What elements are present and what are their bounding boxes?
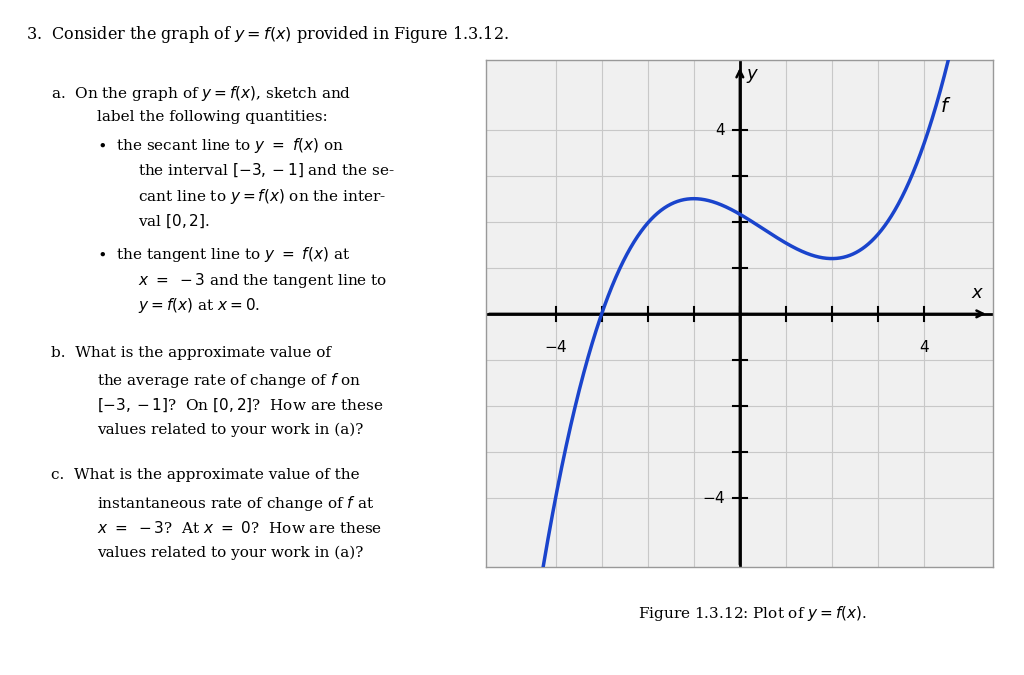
Text: $-4$: $-4$ [702,490,726,506]
Text: $-4$: $-4$ [544,340,567,355]
Text: values related to your work in (a)?: values related to your work in (a)? [97,545,364,560]
Text: val $[0, 2]$.: val $[0, 2]$. [138,213,210,230]
Text: a.  On the graph of $y = f(x)$, sketch and: a. On the graph of $y = f(x)$, sketch an… [51,84,351,103]
Text: $x \ = \ -3$ and the tangent line to: $x \ = \ -3$ and the tangent line to [138,271,387,290]
Text: $4$: $4$ [715,122,726,138]
Text: Figure 1.3.12: Plot of $y = f(x)$.: Figure 1.3.12: Plot of $y = f(x)$. [638,604,867,623]
Text: $x$: $x$ [971,284,984,302]
Text: label the following quantities:: label the following quantities: [97,110,328,124]
Text: b.  What is the approximate value of: b. What is the approximate value of [51,346,331,360]
Text: the interval $[-3, -1]$ and the se-: the interval $[-3, -1]$ and the se- [138,161,395,179]
Text: $4$: $4$ [919,340,930,355]
Text: $y$: $y$ [746,68,760,85]
Text: $\bullet$  the secant line to $y \ = \ f(x)$ on: $\bullet$ the secant line to $y \ = \ f(… [97,136,345,155]
Text: $y = f(x)$ at $x = 0$.: $y = f(x)$ at $x = 0$. [138,296,260,315]
Text: the average rate of change of $f$ on: the average rate of change of $f$ on [97,371,361,390]
Text: $x \ = \ -3$?  At $x \ = \ 0$?  How are these: $x \ = \ -3$? At $x \ = \ 0$? How are th… [97,520,383,536]
Text: $\bullet$  the tangent line to $y \ = \ f(x)$ at: $\bullet$ the tangent line to $y \ = \ f… [97,245,350,264]
Text: instantaneous rate of change of $f$ at: instantaneous rate of change of $f$ at [97,494,375,513]
Text: cant line to $y = f(x)$ on the inter-: cant line to $y = f(x)$ on the inter- [138,187,386,206]
Text: c.  What is the approximate value of the: c. What is the approximate value of the [51,468,359,483]
Text: values related to your work in (a)?: values related to your work in (a)? [97,423,364,437]
Text: 3.  Consider the graph of $y = f(x)$ provided in Figure 1.3.12.: 3. Consider the graph of $y = f(x)$ prov… [26,24,509,45]
Text: $f$: $f$ [940,97,951,115]
Text: $[-3, -1]$?  On $[0, 2]$?  How are these: $[-3, -1]$? On $[0, 2]$? How are these [97,397,384,414]
